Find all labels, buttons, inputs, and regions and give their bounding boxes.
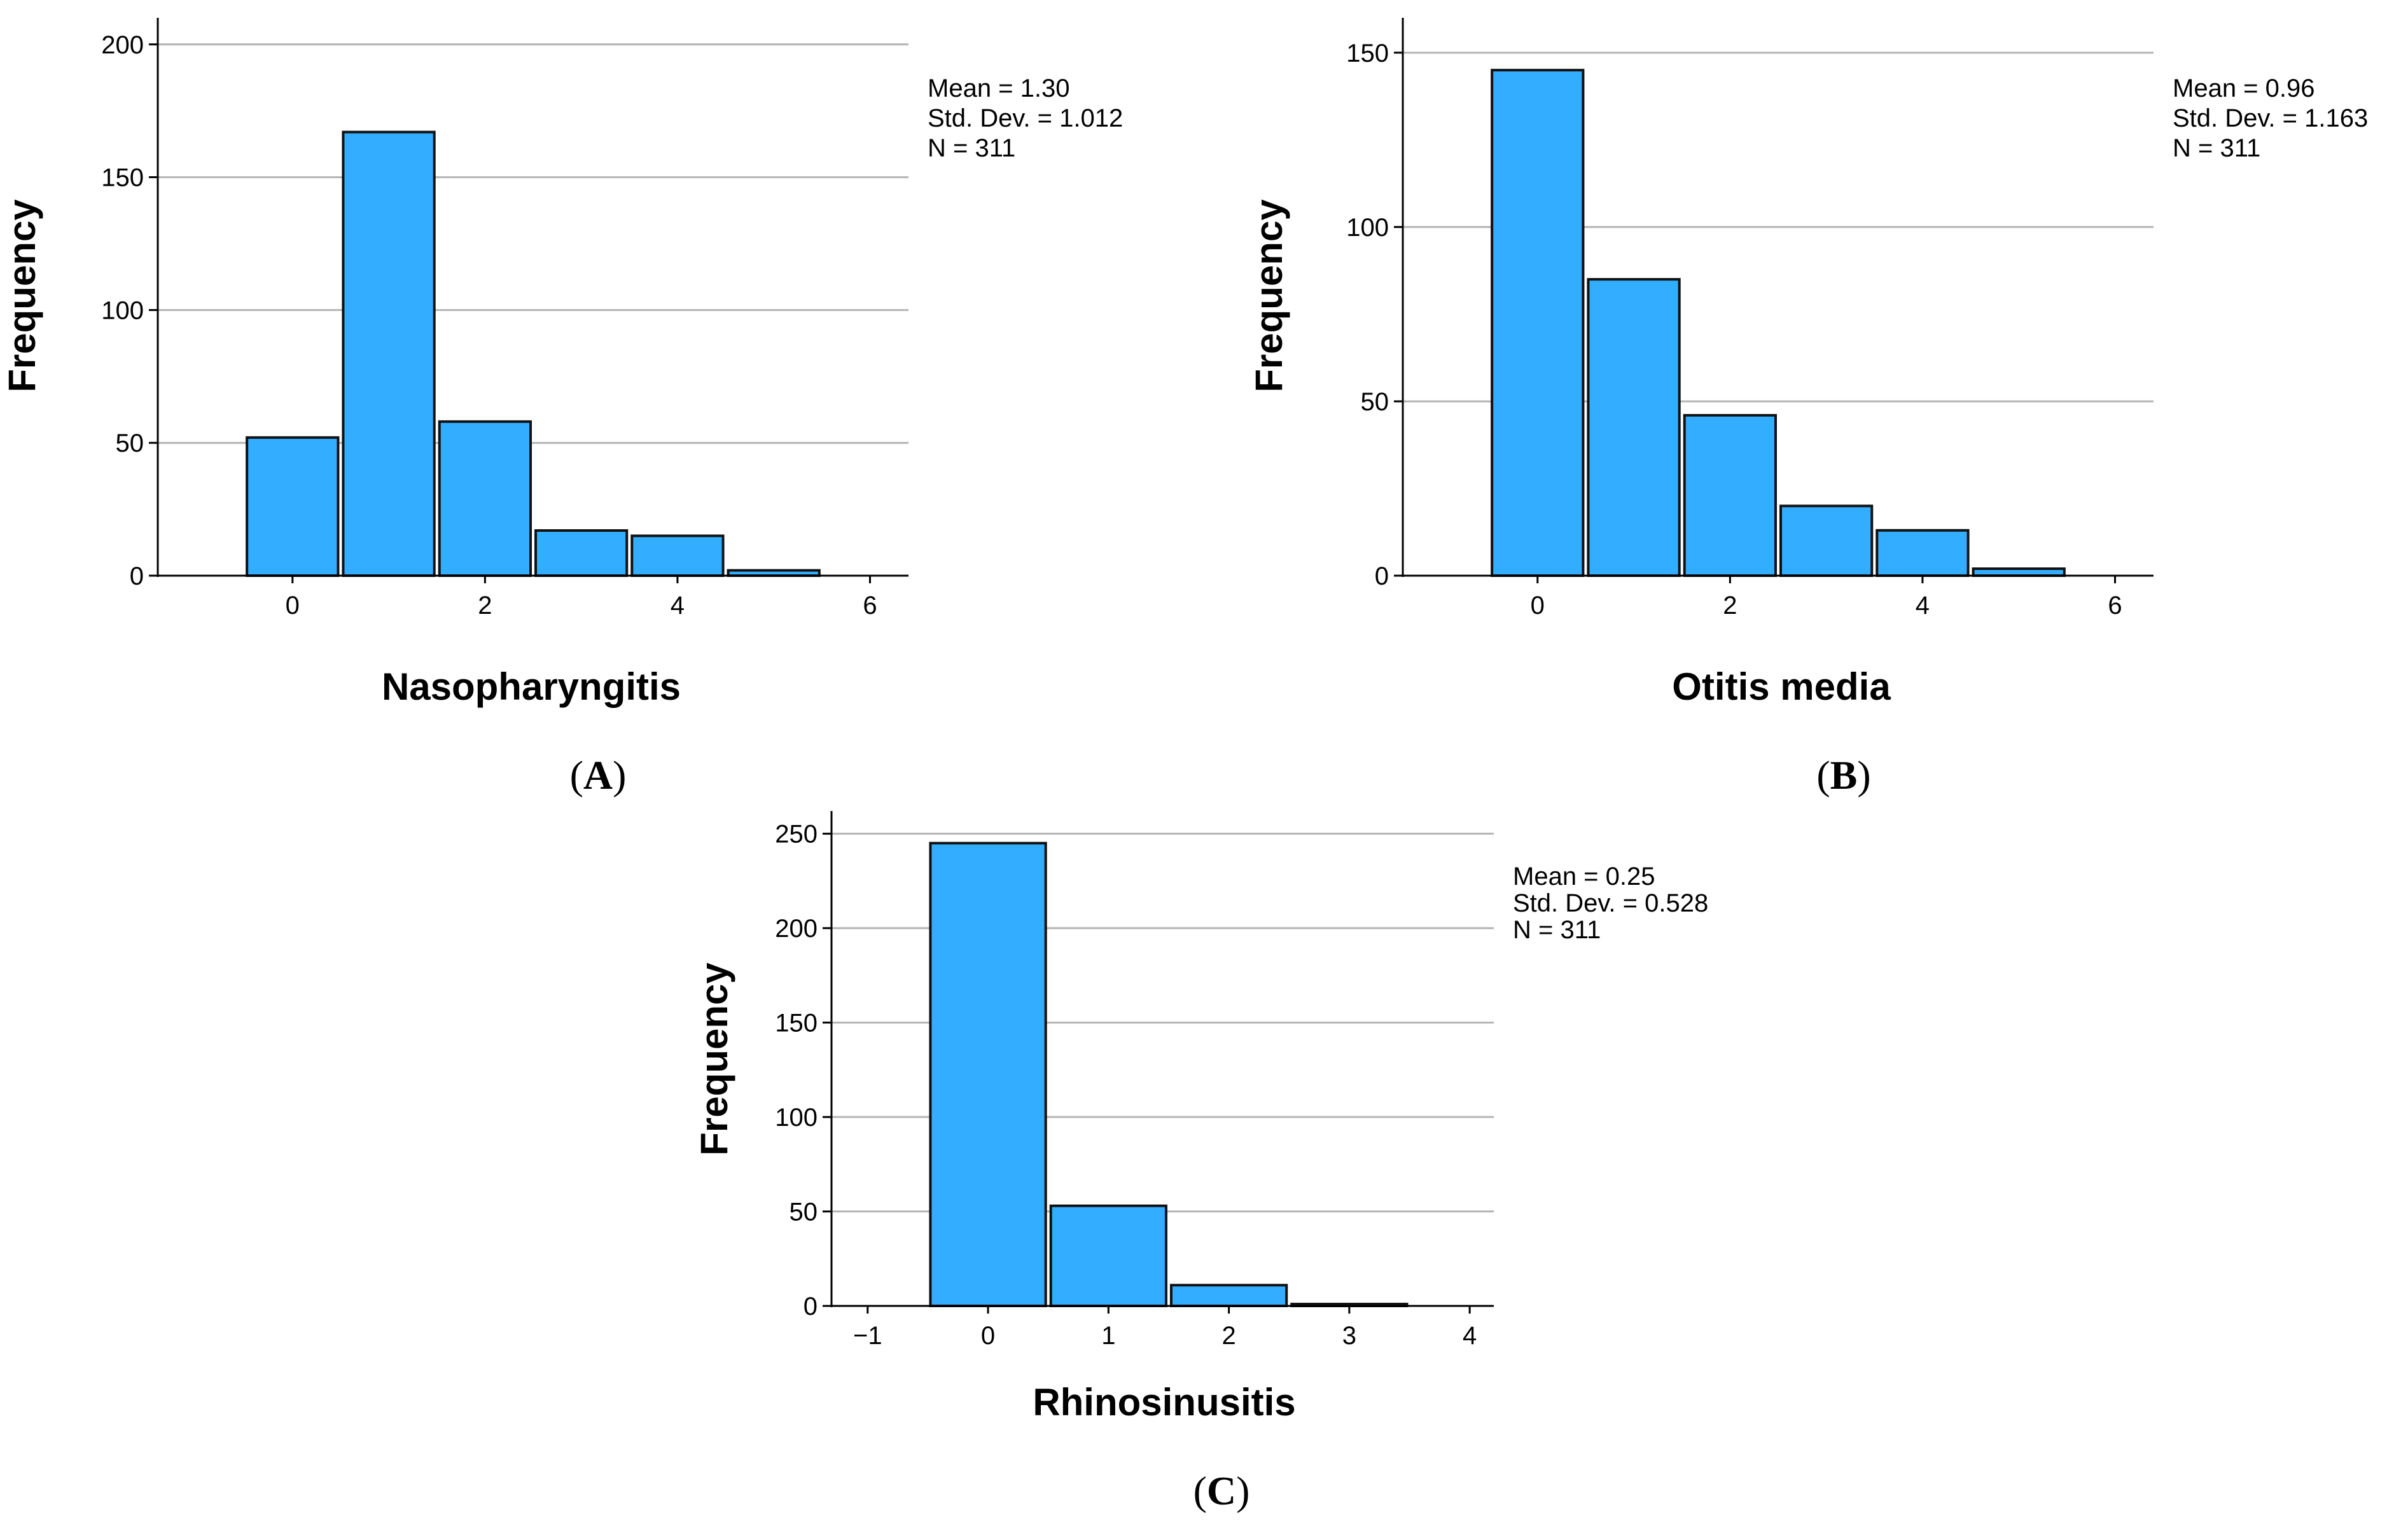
x-tick-label-0: 0 — [286, 592, 300, 620]
panel-label-close-paren: ) — [1857, 753, 1870, 798]
stats-annotation-line: Mean = 0.96 — [2173, 74, 2315, 102]
stats-annotation-line: N = 311 — [2173, 134, 2260, 162]
y-tick-label-0: 0 — [1375, 562, 1389, 590]
x-tick-label-0: 0 — [981, 1322, 995, 1350]
y-tick-label-100: 100 — [1346, 214, 1389, 242]
y-tick-label-0: 0 — [130, 562, 144, 590]
x-tick-label-3: 3 — [1342, 1322, 1356, 1350]
x-tick-label-4: 4 — [671, 592, 685, 620]
bar-1 — [1049, 1204, 1167, 1307]
y-axis-title: Frequency — [1248, 199, 1290, 392]
bar-5 — [1972, 567, 2066, 577]
y-tick-label-50: 50 — [116, 429, 144, 457]
x-axis-title: Rhinosinusitis — [1033, 1381, 1295, 1424]
y-tick-label-250: 250 — [775, 821, 818, 849]
panel-label-open-paren: ( — [570, 753, 583, 798]
x-tick-label-1: 1 — [1101, 1322, 1115, 1350]
x-tick-label-4: 4 — [1916, 592, 1930, 620]
panel-label-close-paren: ) — [1236, 1468, 1249, 1513]
x-tick-label-6: 6 — [2108, 592, 2122, 620]
stats-annotation-line: Mean = 0.25 — [1513, 863, 1655, 891]
x-tick-label--1: −1 — [853, 1322, 882, 1350]
y-tick-label-150: 150 — [1346, 39, 1389, 67]
bar-2 — [438, 420, 532, 577]
panel-label: (A) — [570, 753, 627, 798]
x-tick-label-0: 0 — [1531, 592, 1545, 620]
stats-annotation-line: N = 311 — [928, 134, 1015, 162]
y-tick-label-150: 150 — [101, 164, 144, 192]
bar-4 — [1876, 529, 1970, 578]
bar-0 — [1491, 69, 1585, 577]
x-tick-label-4: 4 — [1463, 1322, 1477, 1350]
bar-3 — [534, 529, 629, 577]
panel-label-open-paren: ( — [1816, 753, 1830, 798]
x-tick-label-2: 2 — [478, 592, 492, 620]
y-axis-title: Frequency — [693, 962, 735, 1156]
y-tick-label-150: 150 — [775, 1009, 818, 1037]
y-tick-label-200: 200 — [101, 31, 144, 59]
x-tick-label-2: 2 — [1723, 592, 1737, 620]
stats-annotation-line: Std. Dev. = 1.163 — [2173, 104, 2368, 132]
x-axis-title: Otitis media — [1672, 665, 1891, 708]
stats-annotation-line: Std. Dev. = 0.528 — [1513, 889, 1708, 917]
chart-panel-b: 0 50 100 150 0 2 4 6 Frequency Otitis media Mean =… — [1248, 18, 2368, 798]
panel-label-close-paren: ) — [613, 753, 626, 798]
y-tick-label-100: 100 — [775, 1104, 818, 1132]
bar-3 — [1779, 504, 1874, 577]
bar-2 — [1683, 413, 1778, 577]
y-axis-title: Frequency — [1, 199, 43, 392]
x-tick-label-6: 6 — [863, 592, 877, 620]
y-tick-label-100: 100 — [101, 296, 144, 324]
stats-annotation-line: Std. Dev. = 1.012 — [928, 104, 1123, 132]
stats-annotation-line: Mean = 1.30 — [928, 74, 1070, 102]
panel-label-letter: A — [583, 753, 613, 798]
panel-label: (C) — [1194, 1468, 1250, 1513]
chart-panel-a: 0 50 100 150 200 0 2 4 6 Frequency Nasopharyngitis… — [1, 18, 1123, 798]
x-axis-title: Nasopharyngitis — [382, 665, 681, 708]
bar-0 — [246, 436, 340, 577]
panel-label-letter: C — [1207, 1468, 1236, 1513]
chart-panel-c: 0 50 100 150 200 250 −1 0 1 2 3 4 Frequency Rhinosinu… — [693, 811, 1708, 1513]
bar-4 — [630, 534, 725, 577]
x-tick-label-2: 2 — [1221, 1322, 1235, 1350]
bar-1 — [342, 130, 436, 578]
bar-2 — [1169, 1284, 1288, 1308]
panel-label-open-paren: ( — [1194, 1468, 1207, 1513]
y-tick-label-50: 50 — [1361, 388, 1389, 416]
y-tick-label-200: 200 — [775, 915, 818, 943]
y-tick-label-0: 0 — [804, 1293, 818, 1321]
stats-annotation-line: N = 311 — [1513, 916, 1601, 944]
panel-label-letter: B — [1830, 753, 1858, 798]
bar-1 — [1587, 278, 1681, 577]
y-tick-label-50: 50 — [790, 1198, 818, 1226]
panel-label: (B) — [1816, 753, 1870, 798]
bar-0 — [929, 842, 1047, 1308]
